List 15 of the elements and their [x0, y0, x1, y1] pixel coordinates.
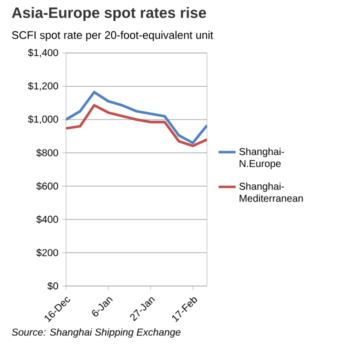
- legend-label: Shanghai-Mediterranean: [239, 182, 303, 202]
- y-tick-label: $1,200: [28, 82, 58, 91]
- y-tick-label: $0: [47, 282, 58, 290]
- source-note: Source: Shanghai Shipping Exchange: [12, 328, 181, 338]
- y-tick-label: $400: [36, 215, 58, 224]
- y-tick-label: $1,400: [28, 48, 58, 58]
- y-tick-label: $600: [36, 182, 58, 190]
- chart-title: Asia-Europe spot rates rise: [12, 7, 206, 21]
- y-tick-label: $800: [36, 148, 58, 157]
- line-series: [66, 90, 207, 144]
- legend-label: Shanghai-N.Europe: [239, 148, 284, 170]
- chart-subtitle: SCFI spot rate per 20-foot-equivalent unit: [12, 30, 214, 42]
- y-tick-label: $1,000: [28, 115, 58, 124]
- line-series: [66, 104, 207, 148]
- y-tick-label: $200: [36, 248, 58, 257]
